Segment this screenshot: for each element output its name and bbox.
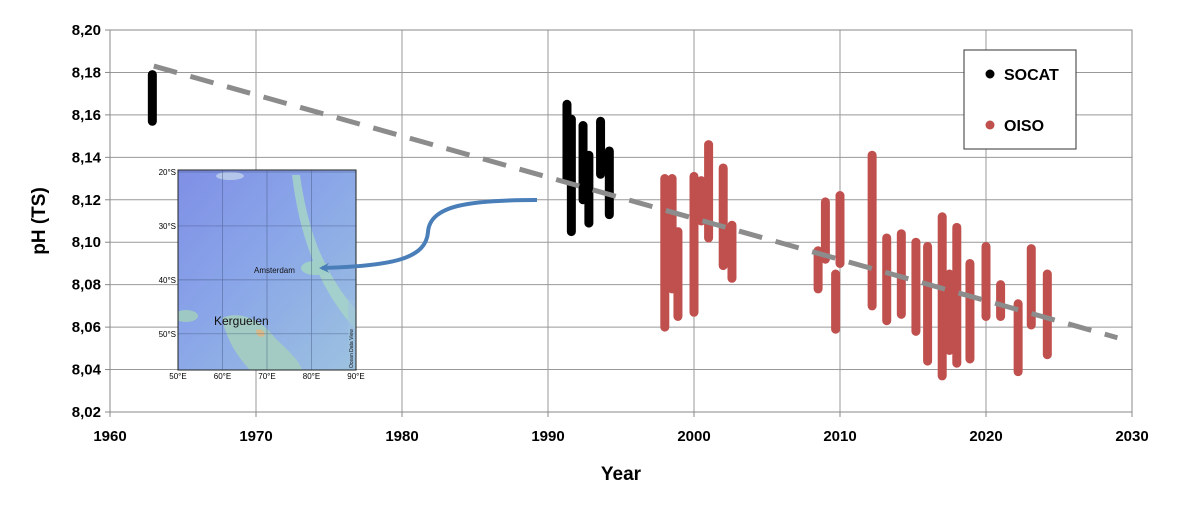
plot-area xyxy=(109,29,1133,413)
credit-strip xyxy=(348,300,356,370)
map-lon-label: 60°E xyxy=(214,372,231,381)
inset-map: 20°S 30°S 40°S 50°S 50°E 60°E 70°E 80°E 90°E Am… xyxy=(159,168,365,381)
crozet-plateau xyxy=(178,310,198,322)
data-series xyxy=(147,70,1052,381)
kerguelen-plateau xyxy=(222,315,302,370)
southeast-ridge xyxy=(292,175,356,330)
legend-label-oiso: OISO xyxy=(1004,118,1044,135)
x-tick-label: 2010 xyxy=(823,428,856,445)
x-tick-label: 1970 xyxy=(239,428,272,445)
x-axis-title: Year xyxy=(601,464,642,485)
x-tick-label: 2020 xyxy=(969,428,1002,445)
series-socat xyxy=(147,70,614,237)
legend: SOCAT OISO xyxy=(963,49,1077,150)
x-tick-label: 2030 xyxy=(1115,428,1148,445)
north-plateau xyxy=(216,172,244,180)
map-credit-label: Ocean Data View xyxy=(349,329,355,368)
legend-marker-socat xyxy=(985,69,995,79)
map-longitude-ticks: 50°E 60°E 70°E 80°E 90°E xyxy=(169,372,364,381)
y-tick-label: 8,18 xyxy=(72,64,101,81)
y-tick-label: 8,04 xyxy=(72,362,102,379)
inset-map-frame xyxy=(177,169,357,371)
series-oiso xyxy=(660,140,1052,381)
map-lat-label: 50°S xyxy=(159,330,176,339)
trendline xyxy=(153,63,1119,341)
amsterdam-label: Amsterdam xyxy=(254,266,295,275)
map-lon-label: 90°E xyxy=(347,372,364,381)
y-tick-label: 8,08 xyxy=(72,277,101,294)
x-tick-label: 1960 xyxy=(93,428,126,445)
x-axis-ticks: 1960 1970 1980 1990 2000 2010 2020 2030 xyxy=(93,412,1149,445)
map-lon-label: 80°E xyxy=(303,372,320,381)
kerguelen-land xyxy=(256,329,265,337)
y-tick-label: 8,12 xyxy=(72,192,101,209)
map-lat-label: 40°S xyxy=(159,276,176,285)
kerguelen-label: Kerguelen xyxy=(214,314,269,328)
legend-marker-oiso xyxy=(985,120,995,130)
map-lat-label: 20°S xyxy=(159,168,176,177)
map-lon-label: 70°E xyxy=(258,372,275,381)
y-tick-label: 8,06 xyxy=(72,319,101,336)
map-lat-label: 30°S xyxy=(159,222,176,231)
y-tick-label: 8,16 xyxy=(72,107,101,124)
y-tick-label: 8,14 xyxy=(72,149,102,166)
location-arrow xyxy=(319,198,538,273)
y-tick-label: 8,10 xyxy=(72,234,101,251)
x-tick-label: 1990 xyxy=(531,428,564,445)
map-latitude-ticks: 20°S 30°S 40°S 50°S xyxy=(159,168,176,339)
legend-box xyxy=(963,49,1077,150)
y-tick-label: 8,20 xyxy=(72,22,101,39)
x-tick-label: 2000 xyxy=(677,428,710,445)
legend-label-socat: SOCAT xyxy=(1004,67,1059,84)
map-graticule xyxy=(178,170,356,370)
y-axis-title: pH (TS) xyxy=(29,187,50,255)
y-axis-ticks: 8,02 8,04 8,06 8,08 8,10 8,12 8,14 8,16 8,18 8,20 xyxy=(72,22,110,421)
y-tick-label: 8,02 xyxy=(72,404,101,421)
map-lon-label: 50°E xyxy=(169,372,186,381)
x-tick-label: 1980 xyxy=(385,428,418,445)
